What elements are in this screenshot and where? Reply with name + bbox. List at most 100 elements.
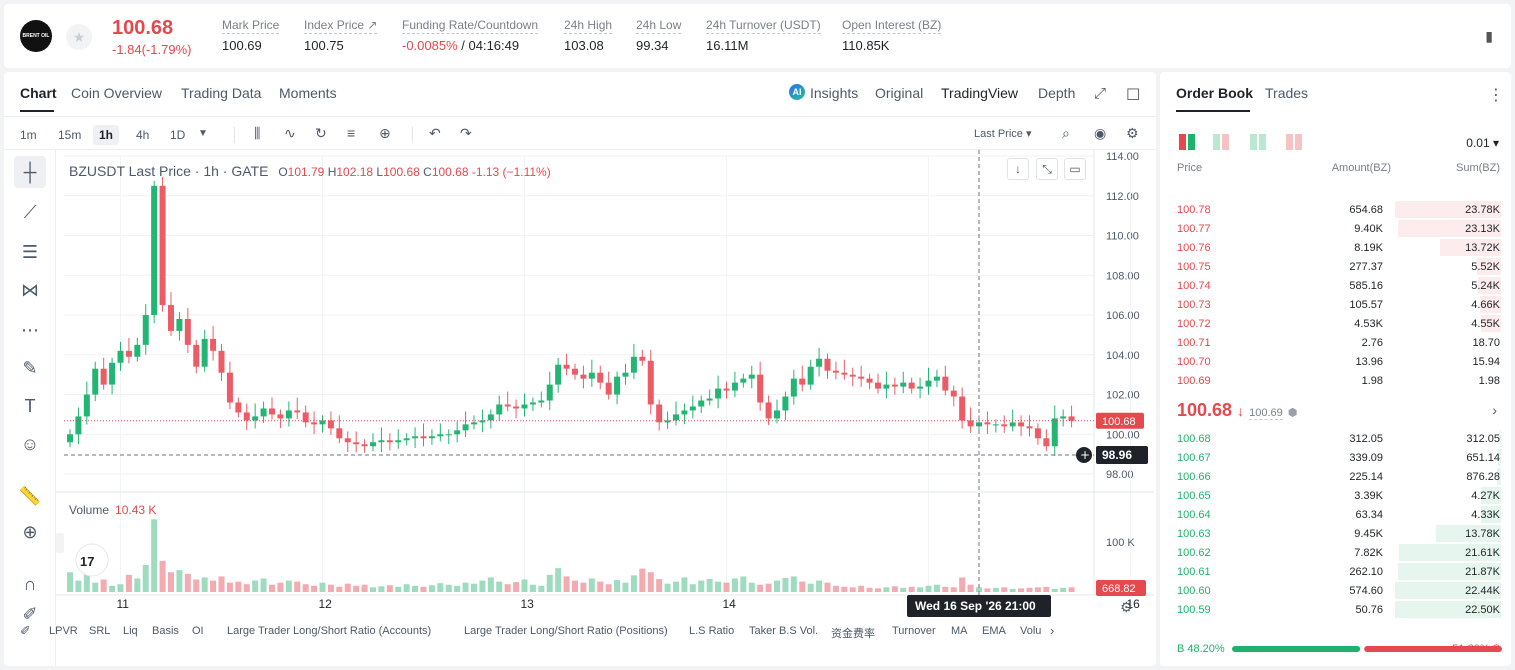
indicator-7[interactable]: L.S Ratio [689, 625, 735, 637]
tab-moments[interactable]: Moments [279, 85, 337, 101]
zoom-in-tool-icon[interactable]: ⊕ [22, 521, 38, 542]
bid-row[interactable]: 100.59 50.76 22.50K [1160, 600, 1511, 619]
layout-split-icon[interactable] [1213, 134, 1229, 150]
indicator-11[interactable]: MA [951, 625, 968, 637]
ask-row[interactable]: 100.75 277.37 5.52K [1160, 257, 1511, 276]
ask-row[interactable]: 100.76 8.19K 13.72K [1160, 238, 1511, 257]
candle-type-icon[interactable]: ⫼ [254, 125, 261, 141]
bid-row[interactable]: 100.65 3.39K 4.27K [1160, 486, 1511, 505]
indicator-edit-icon[interactable]: ✐ [20, 623, 31, 638]
bid-row[interactable]: 100.60 574.60 22.44K [1160, 581, 1511, 600]
indicator-13[interactable]: Volu [1020, 625, 1042, 637]
timeframe-15m[interactable]: 15m [58, 128, 82, 142]
fibonacci-tool-icon[interactable]: ⋯ [21, 319, 39, 340]
ruler-tool-icon[interactable]: 📏 [18, 485, 42, 506]
text-tool-icon[interactable]: T [24, 395, 36, 416]
bid-row[interactable]: 100.68 312.05 312.05 [1160, 429, 1511, 448]
indicator-9[interactable]: 资金费率 [831, 628, 875, 640]
indicator-12[interactable]: EMA [982, 625, 1006, 637]
indicator-2[interactable]: Liq [123, 625, 138, 637]
brush-tool-icon[interactable]: ✎ [22, 357, 38, 378]
layout-bids-icon[interactable] [1250, 134, 1266, 150]
price-type-select[interactable]: Last Price ▾ [974, 128, 1032, 140]
book-icon[interactable]: ▮ [1485, 28, 1493, 44]
candle-body [437, 434, 444, 437]
stat-mark-price[interactable]: Mark Price 100.69 [222, 18, 280, 53]
indicator-8[interactable]: Taker B.S Vol. [749, 625, 819, 637]
undo-icon[interactable]: ↶ [429, 125, 441, 141]
ask-row[interactable]: 100.74 585.16 5.24K [1160, 276, 1511, 295]
ask-row[interactable]: 100.73 105.57 4.66K [1160, 295, 1511, 314]
add-indicator-icon[interactable]: ⊕ [379, 125, 391, 141]
redo-icon[interactable]: ↷ [460, 125, 472, 141]
indicator-10[interactable]: Turnover [892, 625, 936, 637]
layout-asks-icon[interactable] [1286, 134, 1302, 150]
camera-icon[interactable]: ◉ [1094, 125, 1107, 141]
view-tab-depth[interactable]: Depth [1038, 85, 1076, 101]
indicators-icon[interactable]: ∿ [284, 125, 296, 141]
collapse-icon[interactable]: ⤡ [1036, 158, 1058, 180]
tab-trading-data[interactable]: Trading Data [181, 85, 262, 101]
stat-open-interest[interactable]: Open Interest (BZ) 110.85K [842, 18, 942, 53]
bid-row[interactable]: 100.66 225.14 876.28 [1160, 467, 1511, 486]
more-options-icon[interactable]: ⋮ [1488, 87, 1504, 104]
candle-body [471, 422, 477, 425]
window-icon[interactable]: ☐ [1126, 87, 1141, 104]
templates-icon[interactable]: ≡ [347, 125, 356, 141]
bid-row[interactable]: 100.62 7.82K 21.61K [1160, 543, 1511, 562]
maximize-pane-icon[interactable]: ▭ [1064, 158, 1086, 180]
volume-bar [353, 585, 360, 592]
bid-row[interactable]: 100.67 339.09 651.14 [1160, 448, 1511, 467]
volume-bar [942, 586, 949, 592]
tab-chart[interactable]: Chart [20, 85, 57, 101]
timeframe-1h[interactable]: 1h [93, 125, 120, 145]
tab-order-book[interactable]: Order Book [1176, 85, 1254, 101]
view-tab-insights[interactable]: Insights [810, 85, 859, 101]
indicator-3[interactable]: Basis [152, 625, 179, 637]
view-tab-tradingview[interactable]: TradingView [941, 85, 1019, 101]
view-tab-original[interactable]: Original [875, 85, 924, 101]
ask-row[interactable]: 100.78 654.68 23.78K [1160, 200, 1511, 219]
favorite-star-icon[interactable]: ★ [66, 24, 92, 50]
ask-row[interactable]: 100.72 4.53K 4.55K [1160, 314, 1511, 333]
bid-row[interactable]: 100.64 63.34 4.33K [1160, 505, 1511, 524]
horizontal-lines-tool-icon[interactable]: ☰ [21, 241, 39, 262]
emoji-tool-icon[interactable]: ☺ [20, 433, 40, 454]
ask-row[interactable]: 100.71 2.76 18.70 [1160, 333, 1511, 352]
timeframe-dropdown-icon[interactable]: ▼ [198, 128, 208, 139]
timeframe-1d[interactable]: 1D [170, 128, 186, 142]
price-chart[interactable]: 114.00 112.00 110.00 108.00 106.00 104.00 102.… [56, 150, 1156, 620]
timeframe-4h[interactable]: 4h [136, 128, 150, 142]
volume-bar [925, 585, 932, 592]
ask-row[interactable]: 100.77 9.40K 23.13K [1160, 219, 1511, 238]
indicator-6[interactable]: Large Trader Long/Short Ratio (Positions… [464, 625, 668, 637]
pencil-lock-tool-icon[interactable]: ✐ [22, 603, 38, 624]
ask-row[interactable]: 100.69 1.98 1.98 [1160, 371, 1511, 390]
layout-both-icon[interactable] [1179, 134, 1195, 150]
bid-row[interactable]: 100.63 9.45K 13.78K [1160, 524, 1511, 543]
search-icon[interactable]: ⌕ [1062, 125, 1070, 141]
chevron-right-icon[interactable]: › [1492, 402, 1497, 418]
crosshair-tool-icon[interactable]: ┼ [14, 156, 46, 188]
indicator-0[interactable]: LPVR [49, 625, 78, 637]
tab-coin-overview[interactable]: Coin Overview [71, 85, 163, 101]
indicator-4[interactable]: OI [192, 625, 204, 637]
magnet-tool-icon[interactable]: ∩ [23, 573, 37, 594]
stat-funding-rate[interactable]: Funding Rate/Countdown -0.0085% / 04:16:… [402, 18, 539, 53]
indicator-scroll-right-icon[interactable]: › [1050, 623, 1055, 638]
settings-gear-icon[interactable]: ⚙ [1126, 125, 1139, 141]
pattern-tool-icon[interactable]: ⋈ [21, 279, 39, 300]
precision-select[interactable]: 0.01 ▾ [1466, 136, 1499, 150]
ask-row[interactable]: 100.70 13.96 15.94 [1160, 352, 1511, 371]
stat-index-price[interactable]: Index Price ↗ 100.75 [304, 18, 378, 53]
candle-body [824, 358, 831, 371]
trend-line-tool-icon[interactable]: ⟋ [23, 201, 37, 222]
expand-icon[interactable]: ⤢ [1094, 85, 1107, 102]
tab-trades[interactable]: Trades [1265, 85, 1309, 101]
indicator-1[interactable]: SRL [89, 625, 111, 637]
indicator-5[interactable]: Large Trader Long/Short Ratio (Accounts) [227, 625, 432, 637]
compare-icon[interactable]: ↻ [315, 125, 327, 141]
timeframe-1m[interactable]: 1m [20, 128, 37, 142]
bid-row[interactable]: 100.61 262.10 21.87K [1160, 562, 1511, 581]
scroll-down-icon[interactable]: ↓ [1007, 158, 1029, 180]
